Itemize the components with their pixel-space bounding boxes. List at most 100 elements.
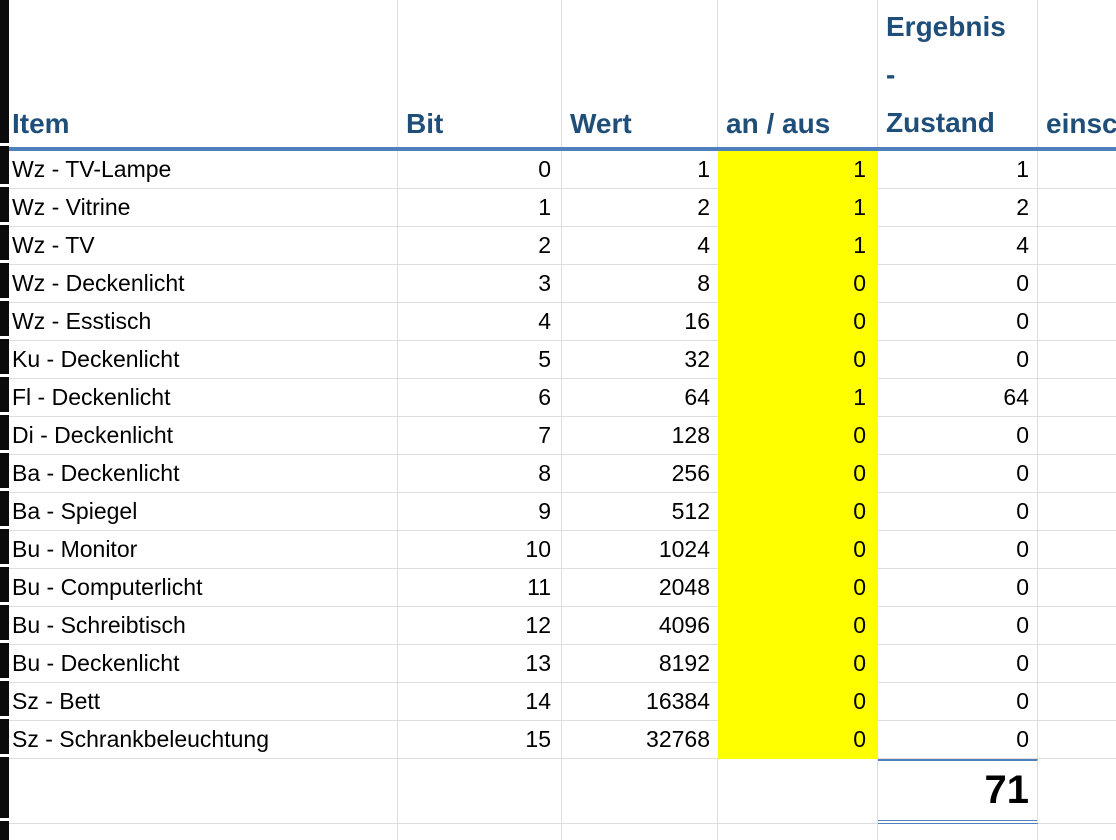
cell-an_aus[interactable]: 0 [718, 341, 878, 379]
empty-cell[interactable] [9, 824, 398, 840]
cell-einschalten[interactable] [1038, 417, 1116, 455]
cell-einschalten[interactable] [1038, 645, 1116, 683]
cell-wert[interactable]: 1024 [562, 531, 718, 569]
cell-an_aus[interactable]: 0 [718, 303, 878, 341]
cell-item[interactable]: Wz - TV [9, 227, 398, 265]
column-header-wert[interactable]: Wert [562, 0, 718, 147]
empty-cell[interactable] [398, 824, 562, 840]
cell-zustand[interactable]: 0 [878, 721, 1038, 759]
empty-cell[interactable] [562, 824, 718, 840]
cell-item[interactable]: Ba - Deckenlicht [9, 455, 398, 493]
cell-an_aus[interactable]: 0 [718, 721, 878, 759]
cell-wert[interactable]: 16384 [562, 683, 718, 721]
cell-zustand[interactable]: 0 [878, 531, 1038, 569]
cell-zustand[interactable]: 0 [878, 417, 1038, 455]
cell-wert[interactable]: 512 [562, 493, 718, 531]
cell-bit[interactable]: 1 [398, 189, 562, 227]
cell-an_aus[interactable]: 0 [718, 569, 878, 607]
cell-zustand[interactable]: 64 [878, 379, 1038, 417]
cell-an_aus[interactable]: 1 [718, 189, 878, 227]
cell-wert[interactable]: 8192 [562, 645, 718, 683]
cell-bit[interactable]: 14 [398, 683, 562, 721]
cell-zustand[interactable]: 0 [878, 493, 1038, 531]
cell-wert[interactable]: 128 [562, 417, 718, 455]
cell-an_aus[interactable]: 0 [718, 493, 878, 531]
cell-bit[interactable]: 8 [398, 455, 562, 493]
cell-item[interactable]: Wz - Esstisch [9, 303, 398, 341]
cell-wert[interactable]: 1 [562, 151, 718, 189]
cell-item[interactable]: Wz - TV-Lampe [9, 151, 398, 189]
cell-bit[interactable]: 13 [398, 645, 562, 683]
cell-wert[interactable]: 2 [562, 189, 718, 227]
column-header-bit[interactable]: Bit [398, 0, 562, 147]
cell-zustand[interactable]: 0 [878, 569, 1038, 607]
cell-bit[interactable]: 7 [398, 417, 562, 455]
cell-an_aus[interactable]: 1 [718, 227, 878, 265]
cell-an_aus[interactable]: 0 [718, 265, 878, 303]
cell-an_aus[interactable]: 1 [718, 151, 878, 189]
cell-item[interactable]: Sz - Bett [9, 683, 398, 721]
cell-zustand[interactable]: 0 [878, 645, 1038, 683]
cell-zustand[interactable]: 0 [878, 607, 1038, 645]
cell-einschalten[interactable] [1038, 569, 1116, 607]
cell-wert[interactable]: 4 [562, 227, 718, 265]
cell-einschalten[interactable] [1038, 455, 1116, 493]
cell-bit[interactable]: 11 [398, 569, 562, 607]
cell-item[interactable]: Ku - Deckenlicht [9, 341, 398, 379]
column-header-item[interactable]: Item [9, 0, 398, 147]
cell-wert[interactable]: 16 [562, 303, 718, 341]
cell-bit[interactable]: 0 [398, 151, 562, 189]
cell-zustand[interactable]: 1 [878, 151, 1038, 189]
cell-item[interactable]: Bu - Computerlicht [9, 569, 398, 607]
column-header-zustand[interactable]: Ergebnis - Zustand [878, 0, 1038, 147]
cell-einschalten[interactable] [1038, 721, 1116, 759]
cell-bit[interactable]: 15 [398, 721, 562, 759]
cell-bit[interactable]: 2 [398, 227, 562, 265]
cell-bit[interactable]: 10 [398, 531, 562, 569]
cell-einschalten[interactable] [1038, 531, 1116, 569]
cell-bit[interactable]: 4 [398, 303, 562, 341]
column-header-an_aus[interactable]: an / aus [718, 0, 878, 147]
total-empty-cell[interactable] [1038, 759, 1116, 824]
cell-bit[interactable]: 12 [398, 607, 562, 645]
cell-bit[interactable]: 5 [398, 341, 562, 379]
cell-zustand[interactable]: 4 [878, 227, 1038, 265]
cell-item[interactable]: Ba - Spiegel [9, 493, 398, 531]
cell-item[interactable]: Bu - Schreibtisch [9, 607, 398, 645]
total-empty-cell[interactable] [9, 759, 398, 824]
total-zustand-cell[interactable]: 71 [878, 759, 1038, 824]
cell-wert[interactable]: 8 [562, 265, 718, 303]
column-header-einschalten[interactable]: einsc [1038, 0, 1116, 147]
cell-zustand[interactable]: 0 [878, 303, 1038, 341]
cell-zustand[interactable]: 2 [878, 189, 1038, 227]
cell-item[interactable]: Fl - Deckenlicht [9, 379, 398, 417]
cell-einschalten[interactable] [1038, 189, 1116, 227]
cell-bit[interactable]: 9 [398, 493, 562, 531]
total-empty-cell[interactable] [562, 759, 718, 824]
cell-einschalten[interactable] [1038, 493, 1116, 531]
cell-einschalten[interactable] [1038, 683, 1116, 721]
cell-einschalten[interactable] [1038, 303, 1116, 341]
empty-cell[interactable] [718, 824, 878, 840]
cell-an_aus[interactable]: 0 [718, 645, 878, 683]
cell-wert[interactable]: 32768 [562, 721, 718, 759]
cell-an_aus[interactable]: 0 [718, 683, 878, 721]
cell-einschalten[interactable] [1038, 227, 1116, 265]
cell-einschalten[interactable] [1038, 341, 1116, 379]
cell-an_aus[interactable]: 0 [718, 531, 878, 569]
cell-item[interactable]: Wz - Vitrine [9, 189, 398, 227]
cell-einschalten[interactable] [1038, 607, 1116, 645]
cell-wert[interactable]: 2048 [562, 569, 718, 607]
cell-an_aus[interactable]: 0 [718, 455, 878, 493]
cell-wert[interactable]: 4096 [562, 607, 718, 645]
cell-zustand[interactable]: 0 [878, 265, 1038, 303]
cell-item[interactable]: Bu - Deckenlicht [9, 645, 398, 683]
cell-zustand[interactable]: 0 [878, 341, 1038, 379]
empty-cell[interactable] [878, 824, 1038, 840]
cell-an_aus[interactable]: 1 [718, 379, 878, 417]
cell-bit[interactable]: 6 [398, 379, 562, 417]
cell-an_aus[interactable]: 0 [718, 417, 878, 455]
cell-item[interactable]: Di - Deckenlicht [9, 417, 398, 455]
cell-wert[interactable]: 256 [562, 455, 718, 493]
cell-zustand[interactable]: 0 [878, 455, 1038, 493]
